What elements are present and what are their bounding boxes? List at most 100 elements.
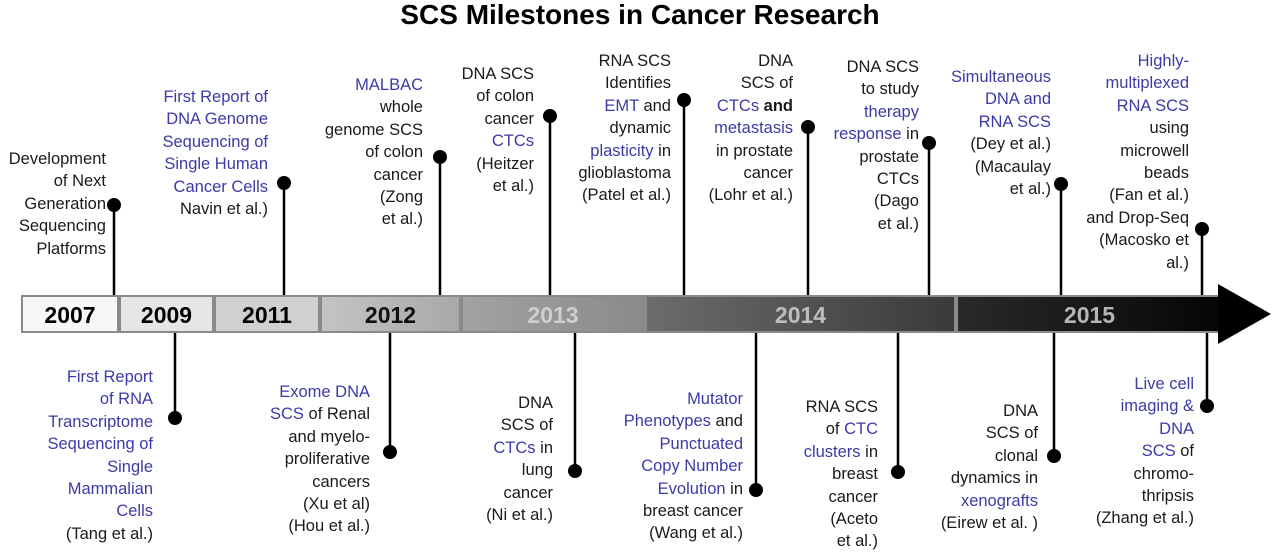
milestone-text-run: proliferative — [284, 450, 370, 469]
milestone-line: in prostate — [709, 140, 793, 162]
milestone-text-run: (Zhang et al.) — [1095, 509, 1194, 528]
milestone-line: Highly- — [1086, 50, 1189, 72]
milestone-line: chromo- — [1096, 463, 1194, 485]
milestone-line: Single Human — [162, 153, 268, 175]
highlight-text: Cancer Cells — [173, 177, 268, 196]
milestone-line: DNA SCS — [834, 56, 919, 78]
milestone-line: (Patel et al.) — [578, 184, 671, 206]
milestone-line: Transcriptome — [47, 411, 153, 433]
milestone-text-run: and — [638, 96, 671, 115]
milestone-text-glioblastoma: RNA SCS Identifies EMT and dynamic plasticit… — [578, 50, 671, 207]
milestone-text-run: et al.) — [836, 532, 878, 551]
milestone-line: of RNA — [47, 388, 153, 410]
milestone-line: Identifies — [578, 72, 671, 94]
milestone-line: Cancer Cells — [162, 176, 268, 198]
milestone-line: breast cancer — [624, 500, 743, 522]
milestone-line: (Fan et al.) — [1086, 184, 1189, 206]
milestone-line: plasticity in — [578, 140, 671, 162]
milestone-line: imaging & — [1096, 395, 1194, 417]
milestone-line: (Zong — [325, 186, 423, 208]
milestone-text-run: al.) — [1166, 253, 1189, 272]
milestone-dot-dna-genome-single-cells — [277, 176, 291, 190]
milestone-line: cancer — [462, 108, 534, 130]
milestone-text-run: Platforms — [36, 239, 106, 258]
milestone-dot-next-gen-sequencing — [107, 198, 121, 212]
milestone-line: SCS of — [486, 414, 553, 436]
milestone-line: Evolution in — [624, 478, 743, 500]
milestone-line: CTCs in — [486, 437, 553, 459]
milestone-text-run: dynamic — [609, 119, 671, 138]
milestone-text-run: in — [725, 479, 743, 498]
milestone-line: Sequencing of — [47, 433, 153, 455]
milestone-line: (Lohr et al.) — [709, 184, 793, 206]
milestone-line: and Drop-Seq — [1086, 207, 1189, 229]
milestone-line: and myelo- — [270, 426, 370, 448]
milestone-text-chromothripsis: Live cell imaging & DNA SCS of chromo-thrips… — [1096, 373, 1194, 530]
highlight-text: of RNA — [99, 390, 153, 409]
year-label-2012: 2012 — [364, 302, 417, 328]
milestone-line: MALBAC — [325, 74, 423, 96]
milestone-line: First Report of — [162, 86, 268, 108]
milestone-line: DNA — [941, 400, 1038, 422]
milestone-text-run: RNA SCS — [805, 398, 878, 416]
milestone-line: Development — [9, 148, 106, 170]
milestone-text-run: cancer — [828, 487, 878, 506]
milestone-dot-colon-ctcs — [543, 109, 557, 123]
milestone-line: (Zhang et al.) — [1096, 507, 1194, 529]
milestone-text-run: cancer — [503, 483, 553, 502]
milestone-line: CTCs — [462, 130, 534, 152]
milestone-text-run: DNA — [758, 52, 793, 70]
milestone-text-run: (Tang et al.) — [65, 524, 153, 543]
milestone-line: DNA — [709, 50, 793, 72]
milestone-line: (Wang et al.) — [624, 522, 743, 544]
milestone-text-run: thripsis — [1141, 487, 1194, 506]
milestone-text-rna-transcriptome: First Report of RNA Transcriptome Sequencin… — [47, 366, 153, 545]
milestone-dot-chromothripsis — [1200, 399, 1214, 413]
milestone-line: Copy Number — [624, 455, 743, 477]
milestone-text-run: SCS of — [500, 416, 553, 435]
milestone-text-run: (Patel et al.) — [582, 186, 671, 205]
timeline-segment-2013 — [461, 295, 645, 333]
milestone-text-run: clonal — [994, 446, 1038, 465]
milestone-text-run: in — [860, 442, 878, 461]
highlight-text: Evolution — [657, 479, 726, 498]
milestone-text-run: beads — [1144, 164, 1189, 183]
highlight-text: therapy — [863, 102, 919, 121]
milestone-line: (Heitzer — [462, 153, 534, 175]
highlight-text: Mammalian — [67, 480, 153, 499]
milestone-text-malbac: MALBAC whole genome SCS of colon cancer (Zong… — [325, 74, 423, 231]
highlight-text: Cells — [116, 502, 153, 521]
milestone-text-run: DNA — [1003, 402, 1038, 420]
milestone-line: cancers — [270, 471, 370, 493]
milestone-line: First Report — [47, 366, 153, 388]
milestone-text-run: (Xu et al) — [303, 495, 370, 514]
milestone-line: multiplexed — [1086, 72, 1189, 94]
milestone-line: xenografts — [941, 490, 1038, 512]
milestone-line: et al.) — [462, 175, 534, 197]
milestone-line: cancer — [325, 164, 423, 186]
year-label-2014: 2014 — [774, 302, 827, 328]
milestone-text-run: glioblastoma — [578, 164, 671, 183]
milestone-dot-rna-transcriptome — [168, 411, 182, 425]
milestone-text-prostate-metastasis: DNA SCS of CTCs and metastasis in prostate ca… — [709, 50, 793, 207]
milestone-line: (Macosko et — [1086, 229, 1189, 251]
highlight-text: Phenotypes — [623, 412, 711, 431]
milestone-text-run: Generation — [24, 194, 106, 213]
highlight-text: CTC — [844, 420, 878, 439]
milestone-text-run: (Aceto — [830, 510, 878, 529]
milestone-text-run: Sequencing — [18, 217, 106, 236]
milestone-text-run: SCS of — [740, 74, 793, 93]
highlight-text: Transcriptome — [48, 412, 153, 431]
milestone-line: RNA SCS — [951, 111, 1051, 133]
milestone-text-run: in — [653, 141, 671, 160]
highlight-text: DNA and — [984, 90, 1051, 109]
milestone-text-ctc-clusters: RNA SCS of CTC clusters in breast cancer (Ace… — [804, 396, 878, 553]
milestone-text-lung-ctcs: DNA SCS of CTCs in lung cancer (Ni et al.) — [486, 392, 553, 526]
milestone-text-run: DNA — [518, 394, 553, 412]
milestone-text-run: et al.) — [381, 210, 423, 229]
milestone-line: of Next — [9, 170, 106, 192]
highlight-text: Punctuated — [659, 434, 743, 453]
highlight-text: Exome DNA — [279, 383, 370, 401]
highlight-text: CTCs — [493, 438, 536, 457]
milestone-line: beads — [1086, 162, 1189, 184]
